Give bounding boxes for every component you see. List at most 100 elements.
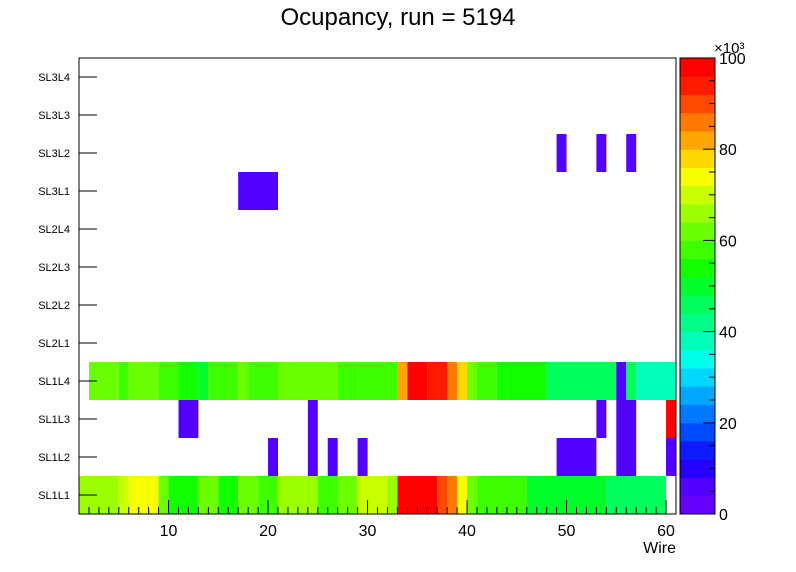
x-tick-label: 10 [160, 523, 178, 540]
y-tick-label: SL2L1 [38, 338, 70, 350]
heatmap-cell [427, 362, 448, 400]
heatmap-cell [178, 362, 199, 400]
heatmap-cell [496, 362, 547, 400]
heatmap-cell [327, 438, 338, 476]
y-tick-label: SL3L3 [38, 110, 70, 122]
heatmap-cell [128, 362, 159, 400]
heatmap-cell [337, 362, 358, 400]
heatmap-cell [387, 476, 398, 514]
x-tick-label: 60 [657, 523, 675, 540]
colorbar-band [680, 130, 715, 150]
heatmap-cell [616, 400, 637, 438]
colorbar-band [680, 94, 715, 114]
colorbar-band [680, 222, 715, 241]
colorbar-band [680, 258, 715, 278]
y-tick-label: SL3L1 [38, 186, 70, 198]
colorbar-band [680, 441, 715, 460]
colorbar-band [680, 422, 715, 442]
heatmap-cell [626, 134, 637, 172]
heatmap-cell [636, 362, 676, 400]
heatmap-cell [128, 476, 159, 514]
heatmap-cell [118, 362, 129, 400]
heatmap-cell [158, 362, 179, 400]
y-tick-label: SL2L3 [38, 262, 70, 274]
heatmap-cell [218, 476, 239, 514]
heatmap-cell [118, 476, 129, 514]
heatmap-cell [616, 438, 637, 476]
y-tick-label: SL1L3 [38, 414, 70, 426]
heatmap-cell [447, 476, 458, 514]
heatmap-cell [168, 476, 199, 514]
heatmap-cell [357, 476, 388, 514]
colorbar-band [680, 276, 715, 296]
colorbar-band [680, 167, 715, 187]
heatmap-cell [337, 476, 358, 514]
heatmap-cell [477, 476, 527, 514]
heatmap-cell [307, 438, 318, 476]
heatmap-cell [248, 362, 278, 400]
colorbar-band [680, 495, 715, 515]
y-tick-label: SL1L4 [38, 376, 70, 388]
x-tick-label: 20 [259, 523, 277, 540]
colorbar-multiplier: ×10³ [714, 40, 744, 57]
colorbar-band [680, 368, 715, 387]
x-axis-label: Wire [643, 540, 676, 557]
heatmap-cell [258, 476, 278, 514]
colorbar-band [680, 459, 715, 479]
y-tick-label: SL3L4 [38, 72, 70, 84]
colorbar-band [680, 349, 715, 369]
colorbar-band [680, 386, 715, 406]
colorbar-tick-label: 100 [719, 51, 746, 68]
chart-title: Ocupancy, run = 5194 [280, 4, 516, 31]
colorbar-tick-label: 60 [719, 233, 737, 250]
colorbar-band [680, 112, 715, 132]
heatmap-cell [307, 400, 318, 438]
heatmap-cell [238, 362, 249, 400]
colorbar-band [680, 149, 715, 168]
heatmap-cell [278, 362, 338, 400]
heatmap-cell [178, 400, 199, 438]
colorbar-tick-label: 20 [719, 416, 737, 433]
heatmap-cell [457, 362, 468, 400]
heatmap-cell [666, 400, 676, 438]
heatmap-cell [317, 476, 338, 514]
heatmap-cell [447, 362, 458, 400]
colorbar-band [680, 240, 715, 260]
colorbar-band [680, 477, 715, 497]
colorbar-band [680, 404, 715, 424]
heatmap-cell [596, 134, 607, 172]
heatmap-cell [666, 438, 676, 476]
y-tick-label: SL1L2 [38, 452, 70, 464]
heatmap-cell [457, 476, 468, 514]
heatmap-cell [596, 400, 607, 438]
heatmap-cell [407, 362, 428, 400]
colorbar-tick-label: 80 [719, 142, 737, 159]
heatmap-cell [208, 362, 239, 400]
heatmap-cell [268, 438, 278, 476]
heatmap-cell [357, 438, 368, 476]
colorbar-band [680, 203, 715, 223]
heatmap-cell [546, 362, 617, 400]
y-tick-label: SL2L4 [38, 224, 70, 236]
heatmap-cell [158, 476, 169, 514]
colorbar-tick-label: 40 [719, 325, 737, 342]
heatmap-cell [556, 134, 567, 172]
colorbar-band [680, 295, 715, 314]
heatmap-cell [616, 362, 627, 400]
x-tick-label: 30 [359, 523, 377, 540]
heatmap-cell [238, 172, 278, 210]
heatmap-cell [198, 362, 209, 400]
y-tick-label: SL1L1 [38, 490, 70, 502]
colorbar-band [680, 313, 715, 333]
heatmap-cell [467, 476, 477, 514]
y-tick-label: SL3L2 [38, 148, 70, 160]
heatmap-cell [556, 438, 597, 476]
colorbar-tick-label: 0 [719, 507, 728, 524]
x-tick-label: 40 [458, 523, 476, 540]
heatmap-cell [198, 476, 219, 514]
colorbar-band [680, 76, 715, 95]
heatmap-cell [467, 362, 477, 400]
heatmap-cell [437, 476, 448, 514]
heatmap-cell [238, 476, 259, 514]
